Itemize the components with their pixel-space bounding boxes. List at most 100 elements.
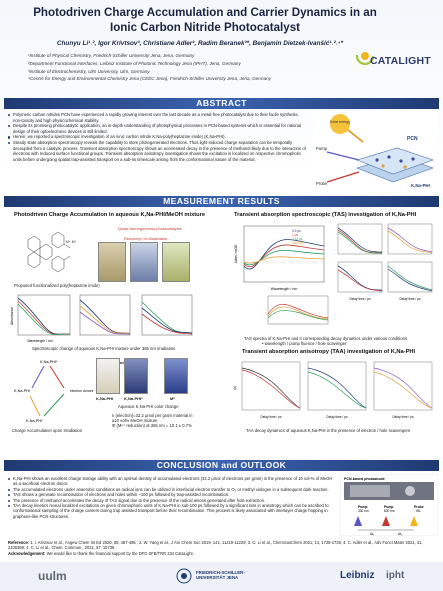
- tas-inset-plot: [267, 295, 329, 325]
- catalight-logo: CATALIGHT: [355, 44, 435, 74]
- conclusion-item: The presence of methanol accelerates the…: [8, 498, 334, 503]
- outlook-figure: PCN-based photoanode Pump 330 nm Pump 80…: [340, 474, 438, 536]
- vial-label-1: K,Na-PHI: [96, 396, 114, 401]
- outlook-probe: Probe: [414, 505, 424, 509]
- taa-panel-2: Delay time / ps: [307, 361, 367, 419]
- outlook-pump1-wl: 330 nm: [358, 509, 369, 513]
- ipht-logo: ipht: [386, 570, 405, 581]
- left-panel-title: Photodriven Charge Accumulation in aqueo…: [14, 212, 205, 218]
- structure-caption: Proposed functionalized poly(heptazine i…: [14, 283, 100, 288]
- affiliations: ¹Institute of Physical Chemistry, Friedr…: [28, 52, 358, 83]
- abstract-list: Polymeric carbon nitrides PCN have exper…: [8, 112, 308, 162]
- title-line-1: Photodriven Charge Accumulation and Carr…: [33, 6, 377, 19]
- abstract-fig-probe: Probe: [316, 181, 328, 186]
- affiliation-4: ⁴Centre for Energy and Environmental Che…: [28, 76, 271, 82]
- photo-caption-2: Recovery / re-illustration: [124, 236, 168, 241]
- accum-bottom: K,Na-PHI⁻: [26, 419, 44, 423]
- abstract-banner: ABSTRACT: [4, 98, 439, 109]
- taa-ylabel: r(t): [233, 386, 237, 390]
- conclusion-item: The accumulated electrons under anaerobi…: [8, 487, 334, 492]
- photo-vial-c: [162, 242, 190, 282]
- taa-panel-1: r(t) Delay time / ps: [233, 361, 301, 419]
- abstract-fig-knaphi: K,Na-PHI: [411, 183, 430, 188]
- calc-line-1: n (electron)=32.2 μmol per gram material…: [112, 413, 193, 418]
- abstract-item: Despite its promising photocatalytic app…: [8, 123, 308, 134]
- abstract-figure: Solar energy Pump Probe PCN K,Na-PHI: [313, 110, 437, 190]
- photo-caption-1: Quasi-homogeneous photocatalysis: [118, 226, 182, 231]
- taa-xlabel-2: Delay time / ps: [326, 415, 347, 419]
- tas-ylabel: ΔAbs / mOD: [234, 244, 238, 263]
- accum-caption: Charge Accumulation upon Irradiation: [12, 428, 83, 433]
- tas-decay-plots: Delay time / ps Delay time / ps: [337, 223, 433, 301]
- tas-xlabel: Wavelength / nm: [271, 287, 298, 291]
- catalight-logo-icon: [355, 46, 375, 66]
- poster-title: Photodriven Charge Accumulation and Carr…: [30, 5, 380, 35]
- decay-panel-b: [387, 223, 433, 255]
- absorbance-plot-2: [79, 294, 131, 336]
- conclusion-list: K,Na-PHI shows an excellent charge stora…: [8, 476, 334, 519]
- references-text: 1. I. Krivtsov et al., Angew Chem Int Ed…: [8, 540, 423, 551]
- title-line-2: Ionic Carbon Nitride Photocatalyst: [109, 21, 301, 34]
- tas-title: Transient absorption spectroscopic (TAS)…: [234, 212, 417, 218]
- taa-title: Transient absorption anisotropy (TAA) in…: [242, 349, 416, 355]
- conclusion-item: TAA decay kinetics reveal localized exci…: [8, 503, 334, 519]
- decay-xlabel-1: Delay time / ps: [349, 297, 370, 301]
- calc-line-3: Φ (Mᵉ⁺ reduction) at 365 nm = 10.1 ± 0.7…: [112, 423, 192, 428]
- photo-vial-b: [130, 242, 158, 282]
- decay-panel-d: [387, 261, 433, 293]
- pcn-sheet: [356, 147, 434, 183]
- taa-xlabel-1: Delay time / ps: [260, 415, 281, 419]
- vial-photo-2: [124, 358, 148, 394]
- uulm-logo: uulm: [38, 569, 67, 583]
- abstract-fig-solar: Solar energy: [330, 120, 351, 124]
- structure-drawing: M⁺ M⁺: [14, 226, 86, 282]
- conclusion-item: K,Na-PHI shows an excellent charge stora…: [8, 476, 334, 487]
- decay-panel-a: [337, 223, 383, 255]
- fsu-seal-icon: [176, 568, 192, 584]
- charge-accumulation-scheme: K,Na-PHI* K,Na-PHI K,Na-PHI⁻ electron do…: [14, 360, 94, 423]
- conclusion-banner: CONCLUSION and OUTLOOK: [4, 460, 439, 471]
- tas-caption-2: • wavelength / pump fluence / hole scave…: [262, 341, 347, 346]
- tas-caption-1: TAS spectra of K,Na-PHI and it correspon…: [244, 336, 408, 341]
- calc-line-2: a10 vol% MeOH mixture: [112, 418, 158, 423]
- tas-spectra-plot: 0.3 ps 1 ps 3.12 ps 1400 ps Wavelength /…: [234, 225, 325, 291]
- tas-legend-2: 1 ps: [292, 233, 298, 237]
- abstract-fig-pcn: PCN: [407, 136, 418, 142]
- references-label: Reference:: [8, 540, 30, 545]
- leibniz-logo: Leibniz: [340, 570, 375, 581]
- vial-label-3: Mᵉ: [170, 396, 175, 401]
- affiliation-1: ¹Institute of Physical Chemistry, Friedr…: [28, 53, 195, 58]
- taa-xlabel-3: Delay time / ps: [392, 415, 413, 419]
- fsu-logo-text: FRIEDRICH-SCHILLER-UNIVERSITÄT JENA: [196, 570, 245, 581]
- decay-panel-c: [337, 261, 383, 293]
- sun-icon: [330, 114, 350, 134]
- spectro-caption: Spectroscopic change of aqueous K,Na-PHI…: [32, 346, 176, 351]
- outlook-pump2: Pump: [384, 505, 393, 509]
- accum-donor: electron donors: [70, 389, 94, 393]
- abstract-fig-pump: Pump: [316, 146, 328, 151]
- color-caption: Aqueous K,Na-PHI color change: [118, 404, 179, 409]
- references: Reference: 1. I. Krivtsov et al., Angew …: [8, 540, 438, 556]
- outlook-dt1: Δt₁: [370, 532, 375, 536]
- taa-caption: TAA decay dynamics of aqueous K,Na-PHI i…: [246, 428, 411, 433]
- affiliation-3: ³Institute of Electrochemistry, Ulm Univ…: [28, 68, 150, 74]
- abstract-item: Herein, we reported a spectroscopic inve…: [8, 134, 308, 140]
- outlook-probe-wl: WL: [416, 509, 421, 513]
- svg-text:M⁺ M⁺: M⁺ M⁺: [66, 240, 77, 244]
- accum-left: K,Na-PHI: [14, 389, 30, 393]
- abstract-item: Steady state absorption spectroscopy rev…: [8, 140, 308, 162]
- measurement-banner: MEASUREMENT RESULTS: [4, 196, 439, 207]
- authors: Chunyu Li¹˒², Igor Krivtsov³, Christiane…: [56, 40, 344, 47]
- vial-label-2: K,Na-PHI*: [124, 396, 143, 401]
- abstract-item: Polymeric carbon nitrides PCN have exper…: [8, 112, 308, 123]
- tas-legend-1: 0.3 ps: [292, 229, 301, 233]
- acknowledgement-text: We would like to thank the financial sup…: [46, 550, 194, 556]
- outlook-title: PCN-based photoanode: [344, 477, 385, 481]
- vial-photo-3: [164, 358, 188, 394]
- absorbance-plot-3: [141, 294, 193, 336]
- decay-xlabel-2: Delay time / ps: [399, 297, 420, 301]
- footer: uulm FRIEDRICH-SCHILLER-UNIVERSITÄT JENA…: [0, 562, 443, 591]
- photo-vial-a: [98, 242, 126, 282]
- absorbance-plot-1: Wavelength / nm Absorbance: [10, 294, 71, 343]
